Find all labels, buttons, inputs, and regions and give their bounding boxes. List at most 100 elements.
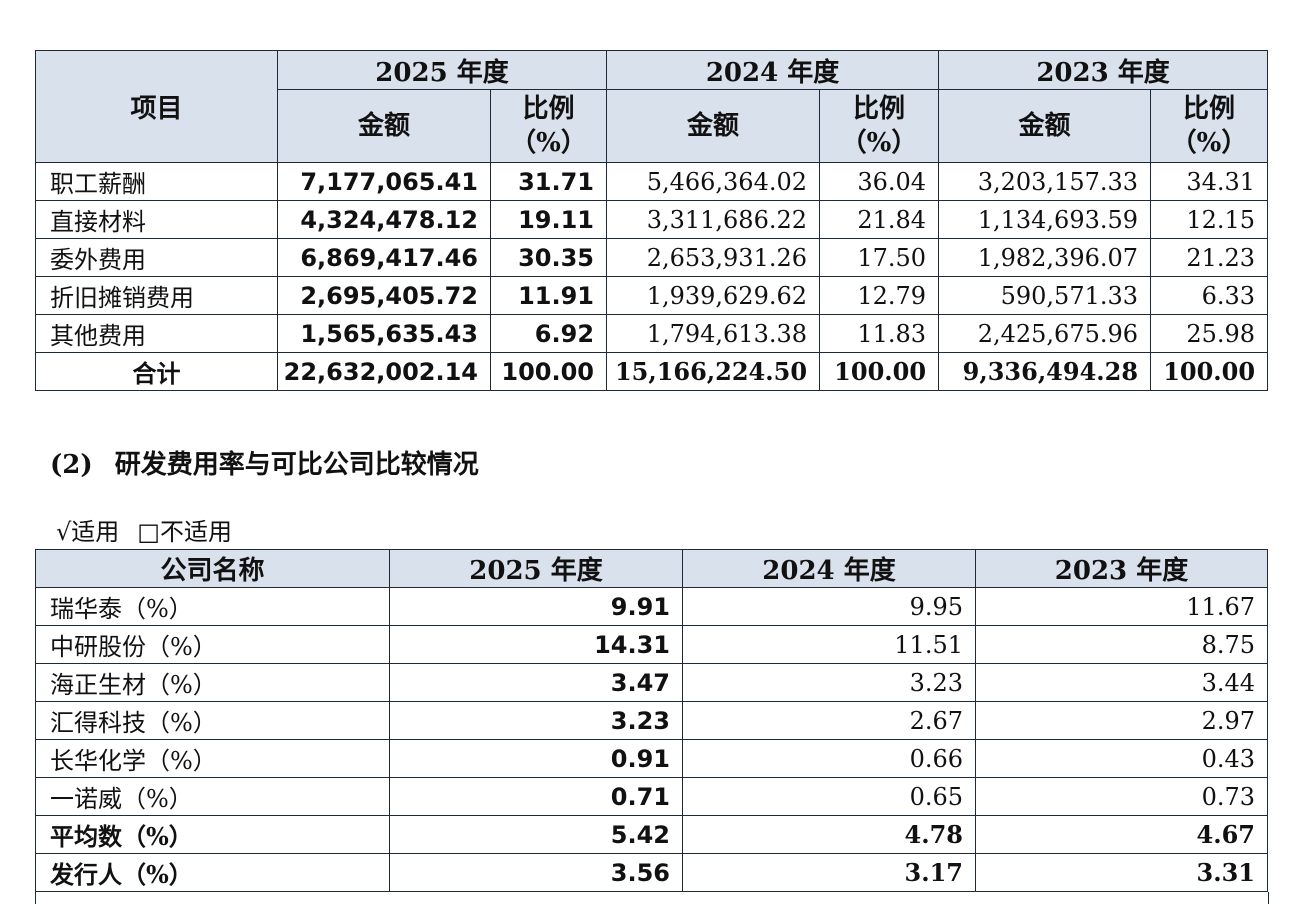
ratio-2024: 11.83 xyxy=(819,314,940,353)
header-year-2024: 2024 年度 xyxy=(606,50,940,90)
ratio-2023: 25.98 xyxy=(1150,314,1269,353)
company-name: 中研股份（%） xyxy=(35,625,390,664)
amount-2023: 2,425,675.96 xyxy=(938,314,1152,353)
applicability-line: √适用 □不适用 xyxy=(56,512,232,547)
amount-2025: 1,565,635.43 xyxy=(277,314,491,353)
total-ratio-2024: 100.00 xyxy=(819,352,940,391)
company-name: 长华化学（%） xyxy=(35,739,390,778)
header-ratio-2025: 比例 （%） xyxy=(489,89,608,163)
ratio-2023: 12.15 xyxy=(1150,200,1269,239)
company-name: 汇得科技（%） xyxy=(35,701,390,740)
value-2024: 3.23 xyxy=(682,663,976,702)
average-2025: 5.42 xyxy=(389,815,683,854)
amount-2025: 2,695,405.72 xyxy=(277,276,491,315)
ratio-2024: 36.04 xyxy=(819,162,940,201)
value-2024: 0.65 xyxy=(682,777,976,816)
value-2025: 9.91 xyxy=(389,587,683,626)
ratio-2024: 12.79 xyxy=(819,276,940,315)
header-ratio-2024: 比例 （%） xyxy=(819,89,940,163)
amount-2024: 5,466,364.02 xyxy=(606,162,821,201)
total-amount-2024: 15,166,224.50 xyxy=(606,352,821,391)
table-row: 其他费用 1,565,635.43 6.92 1,794,613.38 11.8… xyxy=(35,314,1269,353)
header-year-2024: 2024 年度 xyxy=(682,549,976,588)
average-2024: 4.78 xyxy=(682,815,976,854)
ratio-2025: 30.35 xyxy=(489,238,608,277)
header-year-2023: 2023 年度 xyxy=(938,50,1269,90)
value-2023: 0.73 xyxy=(975,777,1268,816)
table-row: 长华化学（%） 0.91 0.66 0.43 xyxy=(35,739,1268,778)
ratio-2025: 6.92 xyxy=(489,314,608,353)
company-name: 瑞华泰（%） xyxy=(35,587,390,626)
average-label: 平均数（%） xyxy=(35,815,390,854)
header-item: 项目 xyxy=(35,50,278,163)
ratio-2023: 21.23 xyxy=(1150,238,1269,277)
issuer-2024: 3.17 xyxy=(682,853,976,892)
header-company-name: 公司名称 xyxy=(35,549,390,588)
table-row: 一诺威（%） 0.71 0.65 0.73 xyxy=(35,777,1268,816)
total-amount-2023: 9,336,494.28 xyxy=(938,352,1152,391)
value-2024: 9.95 xyxy=(682,587,976,626)
ratio-2025: 19.11 xyxy=(489,200,608,239)
value-2023: 11.67 xyxy=(975,587,1268,626)
rd-ratio-comparison-table: 公司名称 2025 年度 2024 年度 2023 年度 瑞华泰（%） 9.91… xyxy=(35,549,1268,892)
header-ratio-2023: 比例 （%） xyxy=(1150,89,1269,163)
header-year-2023: 2023 年度 xyxy=(975,549,1268,588)
value-2025: 3.47 xyxy=(389,663,683,702)
total-ratio-2025: 100.00 xyxy=(489,352,608,391)
ratio-2024: 21.84 xyxy=(819,200,940,239)
table-row: 瑞华泰（%） 9.91 9.95 11.67 xyxy=(35,587,1268,626)
header-amount-2025: 金额 xyxy=(277,89,491,163)
amount-2024: 1,939,629.62 xyxy=(606,276,821,315)
rd-expense-breakdown-table: 项目 2025 年度 2024 年度 2023 年度 金额 比例 （%） 金额 比… xyxy=(35,50,1269,391)
table-row: 职工薪酬 7,177,065.41 31.71 5,466,364.02 36.… xyxy=(35,162,1269,201)
header-amount-2023: 金额 xyxy=(938,89,1152,163)
amount-2024: 2,653,931.26 xyxy=(606,238,821,277)
amount-2025: 7,177,065.41 xyxy=(277,162,491,201)
ratio-2024: 17.50 xyxy=(819,238,940,277)
total-row: 合计 22,632,002.14 100.00 15,166,224.50 10… xyxy=(35,352,1269,391)
header-year-2025: 2025 年度 xyxy=(389,549,683,588)
average-2023: 4.67 xyxy=(975,815,1268,854)
average-row: 平均数（%） 5.42 4.78 4.67 xyxy=(35,815,1268,854)
row-item: 直接材料 xyxy=(35,200,278,239)
value-2024: 11.51 xyxy=(682,625,976,664)
issuer-row: 发行人（%） 3.56 3.17 3.31 xyxy=(35,853,1268,892)
table-row: 海正生材（%） 3.47 3.23 3.44 xyxy=(35,663,1268,702)
value-2023: 2.97 xyxy=(975,701,1268,740)
amount-2025: 6,869,417.46 xyxy=(277,238,491,277)
issuer-2025: 3.56 xyxy=(389,853,683,892)
row-item: 委外费用 xyxy=(35,238,278,277)
value-2025: 0.71 xyxy=(389,777,683,816)
value-2024: 2.67 xyxy=(682,701,976,740)
not-applicable-option: □不适用 xyxy=(137,518,232,546)
total-label: 合计 xyxy=(35,352,278,391)
applicable-option: √适用 xyxy=(56,518,120,546)
value-2023: 8.75 xyxy=(975,625,1268,664)
ratio-2023: 6.33 xyxy=(1150,276,1269,315)
total-amount-2025: 22,632,002.14 xyxy=(277,352,491,391)
issuer-label: 发行人（%） xyxy=(35,853,390,892)
issuer-2023: 3.31 xyxy=(975,853,1268,892)
value-2023: 0.43 xyxy=(975,739,1268,778)
amount-2023: 3,203,157.33 xyxy=(938,162,1152,201)
value-2023: 3.44 xyxy=(975,663,1268,702)
value-2025: 14.31 xyxy=(389,625,683,664)
company-name: 一诺威（%） xyxy=(35,777,390,816)
amount-2024: 1,794,613.38 xyxy=(606,314,821,353)
section-title-text: 研发费用率与可比公司比较情况 xyxy=(114,450,479,480)
ratio-2025: 11.91 xyxy=(489,276,608,315)
table-row: 委外费用 6,869,417.46 30.35 2,653,931.26 17.… xyxy=(35,238,1269,277)
amount-2024: 3,311,686.22 xyxy=(606,200,821,239)
company-name: 海正生材（%） xyxy=(35,663,390,702)
table-continuation-edge xyxy=(35,892,1269,904)
row-item: 职工薪酬 xyxy=(35,162,278,201)
amount-2023: 1,982,396.07 xyxy=(938,238,1152,277)
total-ratio-2023: 100.00 xyxy=(1150,352,1269,391)
ratio-2025: 31.71 xyxy=(489,162,608,201)
value-2025: 0.91 xyxy=(389,739,683,778)
amount-2025: 4,324,478.12 xyxy=(277,200,491,239)
row-item: 折旧摊销费用 xyxy=(35,276,278,315)
table-row: 折旧摊销费用 2,695,405.72 11.91 1,939,629.62 1… xyxy=(35,276,1269,315)
header-amount-2024: 金额 xyxy=(606,89,821,163)
value-2025: 3.23 xyxy=(389,701,683,740)
